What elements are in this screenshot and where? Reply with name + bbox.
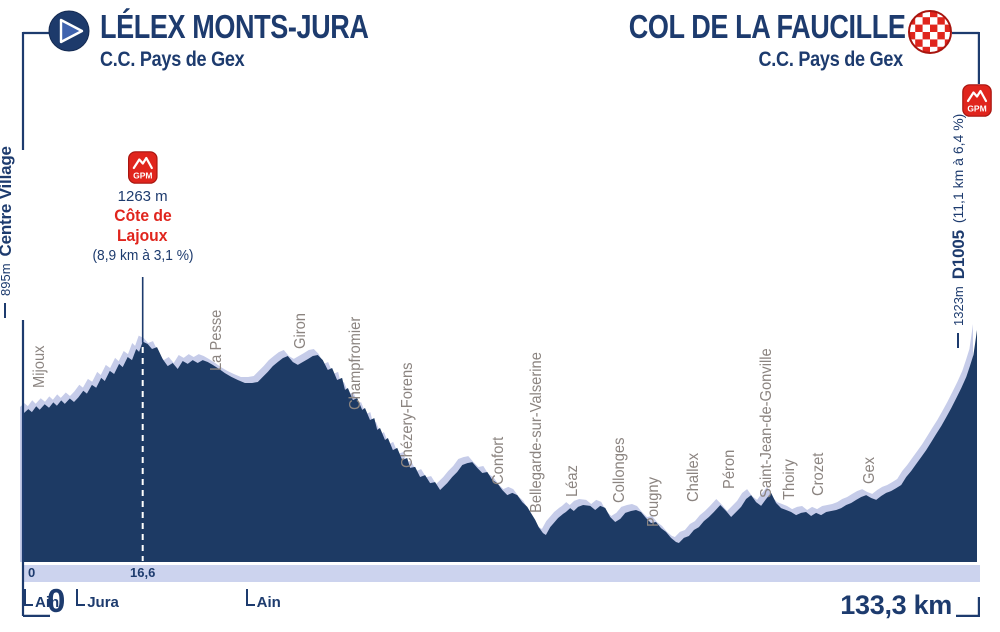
km-tick-label: 0 (28, 565, 36, 580)
gpm-mountain-icon: GPM (962, 84, 992, 117)
finish-title: COL DE LA FAUCILLE (628, 8, 905, 45)
department-label: Jura (87, 594, 119, 611)
place-label: Saint-Jean-de-Gonville (757, 347, 775, 498)
department-boundary-tick (245, 589, 255, 606)
start-title: LÉLEX MONTS-JURA (100, 8, 369, 45)
finish-elevation: 1323m (950, 286, 966, 326)
place-label: Challex (684, 453, 702, 503)
climb-name-line1: Côte de (113, 206, 172, 225)
climb-detail: (8,9 km à 3,1 %) (92, 248, 194, 265)
climb-elevation: 1263 m (117, 188, 168, 205)
finish-climb-detail: (11,1 km à 6,4 %) (950, 113, 966, 224)
gpm-climb-block: GPM 1263 m Côte de Lajoux (8,9 km à 3,1 … (89, 151, 195, 265)
start-play-circle-icon (48, 10, 90, 52)
axis-tick (957, 333, 959, 348)
start-elevation-axis: 895m Centre Village (0, 146, 15, 318)
elevation-profile (20, 277, 980, 582)
start-place-name: Centre Village (0, 146, 15, 257)
place-label: Collonges (611, 437, 629, 503)
department-label: Ain (35, 594, 60, 611)
department-boundary-tick (24, 589, 33, 606)
place-label: Gex (861, 457, 879, 485)
start-km-label: 0 (47, 582, 66, 619)
finish-elevation-axis: 1323m D1005 (11,1 km à 6,4 %) (948, 113, 968, 348)
start-elevation: 895m (0, 263, 13, 296)
place-label: Thoiry (781, 458, 799, 500)
place-label: La Pesse (207, 309, 225, 371)
profile-area (24, 330, 977, 562)
gpm-mountain-icon: GPM (127, 151, 158, 184)
finish-road-name: D1005 (948, 230, 968, 280)
frame-lines (21, 31, 981, 618)
km-tick-label: 16,6 (130, 565, 156, 580)
finish-checkered-circle-icon (908, 10, 952, 54)
department-boundary-tick (76, 589, 86, 606)
axis-tick (4, 303, 6, 318)
place-label: Bellegarde-sur-Valserine (528, 352, 546, 514)
total-distance-label: 133,3 km (840, 590, 952, 620)
km-band (23, 565, 980, 582)
place-label: Mijoux (31, 345, 49, 388)
gpm-label: GPM (133, 171, 152, 181)
place-label: Giron (292, 312, 310, 349)
place-label: Léaz (563, 464, 581, 497)
climb-name-line2: Lajoux (117, 226, 168, 246)
finish-subtitle: C.C. Pays de Gex (758, 48, 904, 71)
start-subtitle: C.C. Pays de Gex (100, 48, 245, 71)
place-label: Champfromier (347, 316, 365, 411)
place-label: Péron (721, 450, 739, 490)
department-label: Ain (256, 594, 281, 611)
place-label: Crozet (809, 452, 827, 496)
place-label: Chézery-Forens (398, 362, 416, 469)
gpm-label: GPM (967, 104, 986, 114)
place-label: Confort (490, 436, 508, 486)
place-label: Pougny (644, 476, 662, 527)
